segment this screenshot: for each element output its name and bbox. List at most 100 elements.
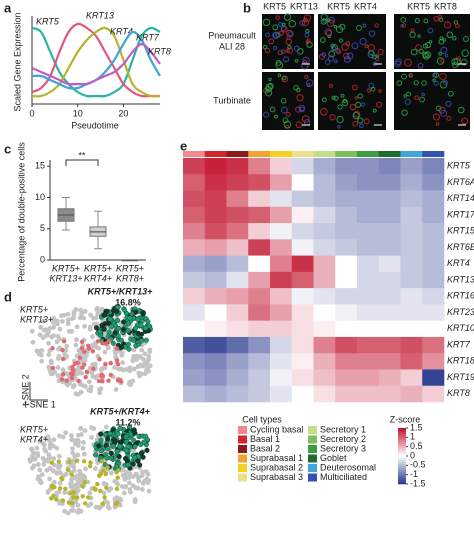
tsne-dot — [141, 362, 147, 367]
heatmap-cell — [226, 385, 249, 403]
cell — [265, 86, 272, 93]
tsne-dot — [82, 309, 88, 314]
tsne-dot — [137, 363, 143, 369]
tsne-dot — [105, 465, 110, 470]
heatmap-cell — [357, 174, 380, 191]
tsne-dot — [110, 443, 116, 449]
tsne-dot — [138, 322, 144, 328]
tsne-dot — [138, 450, 144, 456]
tsne-dot — [55, 373, 61, 379]
heatmap-cell — [400, 223, 423, 240]
cell-type-bar — [357, 151, 380, 157]
tsne-dot — [114, 449, 120, 455]
cell — [400, 17, 407, 23]
heatmap-cell — [291, 336, 314, 354]
cell — [267, 82, 274, 89]
tsne-dot — [71, 315, 77, 320]
cell — [433, 80, 439, 86]
heatmap-cell — [335, 223, 358, 240]
cell — [446, 31, 454, 39]
tsne-dot — [125, 341, 131, 347]
tsne-dot — [127, 315, 133, 321]
heatmap-cell — [248, 288, 271, 305]
heatmap-cell — [313, 288, 336, 305]
cell — [283, 13, 292, 21]
tsne-dot — [80, 483, 85, 489]
tsne-dot — [81, 315, 87, 321]
heatmap-cell — [226, 320, 249, 338]
tsne-dot — [129, 379, 134, 385]
cell — [417, 34, 421, 38]
cell — [262, 18, 271, 27]
heatmap-cell — [378, 206, 401, 224]
tsne-dot — [98, 471, 104, 476]
heatmap-cell — [335, 304, 358, 321]
heatmap-cell — [226, 271, 249, 289]
cell — [286, 47, 294, 54]
heatmap-cell — [270, 304, 293, 321]
cell — [367, 44, 375, 52]
cell — [457, 106, 465, 114]
heatmap-cell — [204, 190, 227, 208]
tsne-dot — [90, 349, 96, 354]
colorbar-step — [398, 434, 406, 437]
tsne-dot — [75, 477, 81, 483]
row-label: KRT4 — [447, 258, 470, 268]
heatmap-cell — [422, 255, 445, 273]
legend-label: Secretory 3 — [320, 443, 366, 453]
heatmap-cell — [335, 385, 358, 403]
tsne-dot — [105, 500, 111, 506]
heatmap-cell — [248, 223, 271, 240]
heatmap-cell — [270, 223, 293, 240]
legend-label: Deuterosomal — [320, 462, 376, 472]
cell — [377, 48, 384, 55]
tsne-dot — [137, 462, 143, 468]
row-label: KRT15 — [447, 226, 474, 236]
cell — [285, 111, 291, 117]
cell — [363, 118, 370, 125]
tsne-dot — [107, 430, 113, 436]
tsne-dot — [69, 472, 74, 477]
heatmap-cell — [400, 239, 423, 256]
tsne-dot — [79, 477, 84, 483]
colorbar-step — [398, 438, 406, 441]
cell — [300, 61, 309, 70]
tsne-dot — [110, 427, 116, 433]
heatmap-cell — [313, 239, 336, 256]
tsne-dot — [101, 468, 106, 473]
heatmap-cell — [422, 174, 445, 191]
tsne-dot — [80, 493, 85, 499]
heatmap-cell — [183, 288, 206, 305]
colorbar-step — [398, 432, 406, 435]
heatmap-cell — [270, 288, 293, 305]
heatmap-cell — [204, 353, 227, 370]
cell — [432, 78, 436, 82]
tsne-dot — [50, 371, 56, 377]
legend-swatch — [308, 435, 317, 444]
tsne-dot — [55, 465, 61, 470]
cell-type-bar — [204, 151, 227, 157]
tsne-dot — [47, 466, 53, 471]
heatmap-cell — [378, 288, 401, 305]
tsne-dot — [98, 437, 104, 443]
cell — [427, 27, 434, 34]
tsne-dot — [54, 490, 60, 496]
cell — [455, 23, 460, 29]
tsne-dot — [34, 445, 40, 451]
heatmap-cell — [291, 304, 314, 321]
colorbar-step — [398, 472, 406, 475]
tsne-dot — [102, 349, 108, 355]
tsne-dot — [104, 455, 110, 461]
panel-label: e — [180, 138, 187, 153]
tsne-dot — [72, 453, 78, 459]
heatmap-cell — [183, 174, 206, 191]
cell — [463, 36, 469, 42]
cell — [355, 101, 362, 108]
tsne-dot — [79, 339, 85, 345]
heatmap-cell — [313, 353, 336, 370]
tsne-dot — [72, 361, 78, 367]
panel-label: a — [4, 0, 12, 15]
heatmap-cell — [313, 223, 336, 240]
tsne-dot — [49, 460, 55, 465]
cell — [335, 25, 344, 34]
